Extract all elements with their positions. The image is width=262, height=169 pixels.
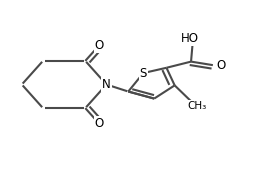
Text: O: O: [94, 117, 103, 130]
Text: O: O: [94, 39, 103, 52]
Text: N: N: [102, 78, 111, 91]
Text: O: O: [216, 59, 226, 72]
Text: CH₃: CH₃: [187, 101, 206, 111]
Text: S: S: [140, 67, 147, 80]
Text: HO: HO: [181, 32, 199, 45]
